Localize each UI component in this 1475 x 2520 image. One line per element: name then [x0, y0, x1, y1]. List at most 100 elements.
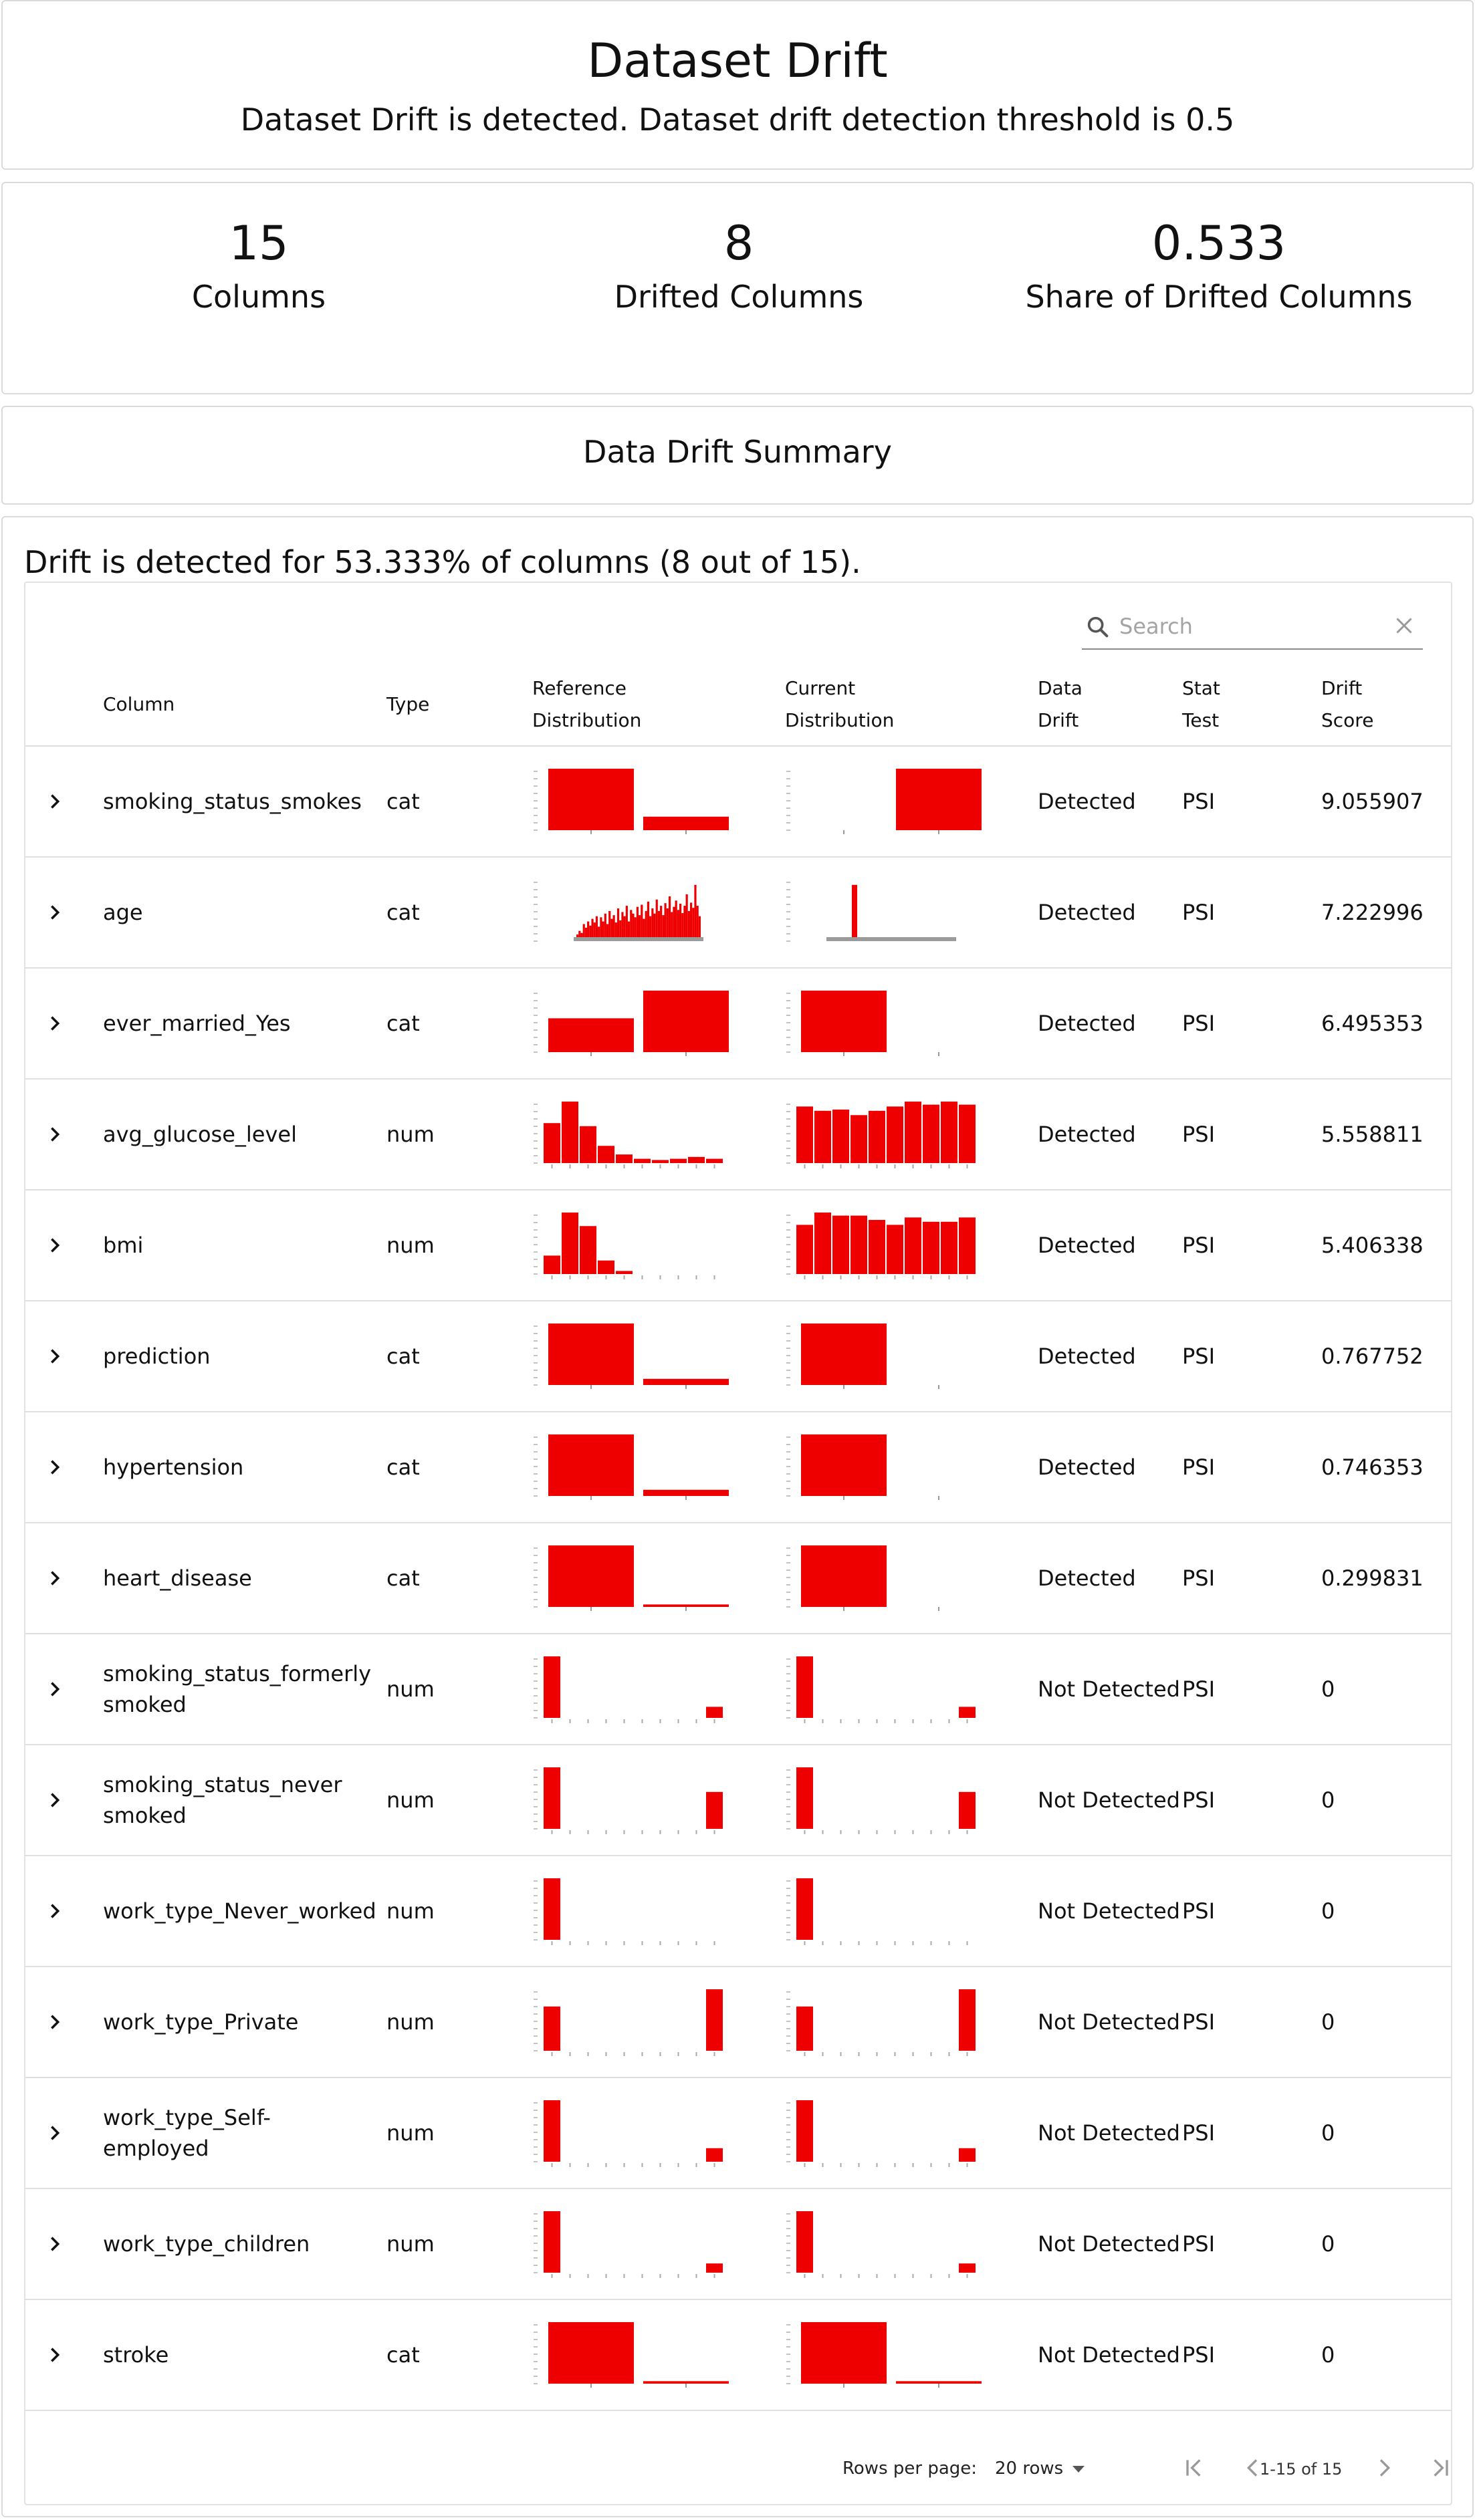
prev-page-icon[interactable] [1240, 2454, 1266, 2481]
expand-cell[interactable] [25, 746, 103, 858]
table-row[interactable]: work_type_Private num Not Detected PSI 0 [25, 1967, 1451, 2078]
chevron-right-icon[interactable] [45, 1014, 64, 1033]
chevron-right-icon[interactable] [45, 1680, 64, 1698]
chevron-right-icon[interactable] [45, 1569, 64, 1588]
histogram-bar [869, 1220, 885, 1274]
drift-score: 0 [1321, 2188, 1451, 2300]
histogram-bar [801, 991, 887, 1052]
header-type[interactable]: Type [386, 663, 532, 747]
histogram-bar [959, 1791, 976, 1829]
header-stat-test[interactable]: Stat Test [1182, 663, 1321, 747]
first-page-icon[interactable] [1181, 2454, 1208, 2481]
chevron-right-icon[interactable] [45, 1458, 64, 1477]
histogram-bar [887, 1106, 903, 1163]
rows-per-page-select[interactable]: 20 rows [995, 2459, 1064, 2479]
header-expand [25, 663, 103, 747]
caret-down-icon[interactable] [1071, 2465, 1086, 2473]
chevron-right-icon[interactable] [45, 2013, 64, 2031]
search-input[interactable] [1119, 610, 1380, 643]
last-page-icon[interactable] [1427, 2454, 1454, 2481]
table-row[interactable]: work_type_Never_worked num Not Detected PSI… [25, 1856, 1451, 1967]
expand-cell[interactable] [25, 857, 103, 969]
chevron-right-icon[interactable] [45, 2235, 64, 2253]
header-column[interactable]: Column [103, 663, 386, 747]
column-name: work_type_children [103, 2188, 386, 2300]
column-name: work_type_Self-employed [103, 2077, 386, 2189]
expand-cell[interactable] [25, 968, 103, 1080]
table-row[interactable]: age cat Detected PSI 7.222996 [25, 857, 1451, 969]
table-row[interactable]: smoking_status_smokes cat Detected PSI 9.055… [25, 746, 1451, 858]
histogram-bar [706, 2148, 723, 2162]
histogram-bar [673, 906, 675, 937]
table-row[interactable]: work_type_Self-employed num Not Detected PS… [25, 2077, 1451, 2189]
search-box[interactable] [1082, 603, 1423, 650]
chevron-right-icon[interactable] [45, 1902, 64, 1920]
header-data-drift[interactable]: Data Drift [1038, 663, 1182, 747]
histogram-bar [651, 908, 654, 937]
header-label-line: Score [1321, 709, 1374, 731]
expand-cell[interactable] [25, 2188, 103, 2300]
histogram-bar [647, 901, 650, 937]
header-drift-score[interactable]: Drift Score [1321, 663, 1451, 747]
header-reference-distribution[interactable]: Reference Distribution [532, 663, 785, 747]
histogram-bar [544, 1656, 560, 1718]
table-row[interactable]: heart_disease cat Detected PSI 0.299831 [25, 1523, 1451, 1634]
data-drift-status: Detected [1038, 746, 1182, 858]
histogram-bar [548, 1545, 634, 1607]
expand-cell[interactable] [25, 1412, 103, 1523]
histogram-bar [941, 1221, 957, 1274]
expand-cell[interactable] [25, 1856, 103, 1967]
reference-histogram [534, 2211, 723, 2278]
expand-cell[interactable] [25, 1190, 103, 1301]
drift-score: 0.746353 [1321, 1412, 1451, 1523]
chevron-right-icon[interactable] [45, 1347, 64, 1366]
table-row[interactable]: prediction cat Detected PSI 0.767752 [25, 1301, 1451, 1412]
histogram-bar [630, 910, 633, 937]
clear-icon[interactable] [1392, 614, 1416, 638]
table-row[interactable]: smoking_status_never smoked num Not Detect… [25, 1745, 1451, 1856]
histogram-bar [687, 910, 690, 937]
current-histogram [786, 769, 982, 834]
chevron-right-icon[interactable] [45, 1791, 64, 1809]
table-row[interactable]: smoking_status_formerly smoked num Not Det… [25, 1634, 1451, 1745]
chevron-right-icon[interactable] [45, 792, 64, 811]
histogram-bar [655, 899, 658, 937]
chevron-right-icon[interactable] [45, 903, 64, 922]
chevron-right-icon[interactable] [45, 1236, 64, 1255]
expand-cell[interactable] [25, 1745, 103, 1856]
current-distribution [785, 1967, 1038, 2078]
table-row[interactable]: work_type_children num Not Detected PSI 0 [25, 2188, 1451, 2300]
histogram-bar [896, 2381, 982, 2384]
chevron-right-icon[interactable] [45, 2124, 64, 2142]
histogram-bar [544, 2006, 560, 2051]
expand-cell[interactable] [25, 1634, 103, 1745]
header-column-label: Column [103, 692, 175, 715]
chevron-right-icon[interactable] [45, 1125, 64, 1144]
histogram-bar [801, 2322, 887, 2384]
data-drift-status: Detected [1038, 1079, 1182, 1190]
expand-cell[interactable] [25, 2077, 103, 2189]
expand-cell[interactable] [25, 1301, 103, 1412]
histogram-bar [548, 769, 634, 830]
table-row[interactable]: stroke cat Not Detected PSI 0 [25, 2299, 1451, 2411]
stat-test: PSI [1182, 2188, 1321, 2300]
histogram-bar [645, 910, 647, 937]
expand-cell[interactable] [25, 2299, 103, 2411]
expand-cell[interactable] [25, 1523, 103, 1634]
chevron-right-icon[interactable] [45, 2346, 64, 2364]
table-row[interactable]: avg_glucose_level num Detected PSI 5.558811 [25, 1079, 1451, 1190]
header-current-distribution[interactable]: Current Distribution [785, 663, 1038, 747]
histogram-bar [544, 2100, 560, 2162]
header-label-line: Stat [1182, 676, 1220, 699]
histogram-bar [636, 906, 639, 937]
expand-cell[interactable] [25, 1967, 103, 2078]
column-name: work_type_Private [103, 1967, 386, 2078]
column-type: num [386, 1190, 532, 1301]
reference-histogram [534, 1324, 729, 1389]
histogram-bar [593, 922, 596, 937]
table-row[interactable]: bmi num Detected PSI 5.406338 [25, 1190, 1451, 1301]
table-row[interactable]: hypertension cat Detected PSI 0.746353 [25, 1412, 1451, 1523]
expand-cell[interactable] [25, 1079, 103, 1190]
next-page-icon[interactable] [1371, 2454, 1397, 2481]
table-row[interactable]: ever_married_Yes cat Detected PSI 6.495353 [25, 968, 1451, 1080]
